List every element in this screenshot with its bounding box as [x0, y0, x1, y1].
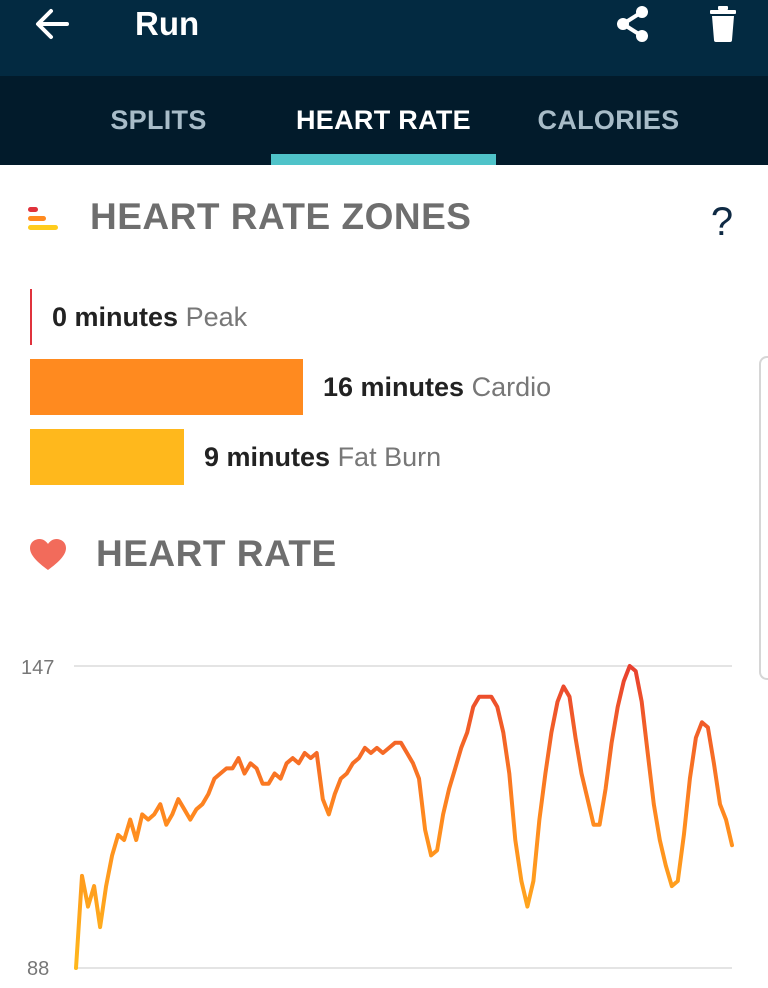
zones-title: HEART RATE ZONES — [90, 196, 472, 237]
zone-peak-amount: 0 minutes — [52, 301, 179, 332]
zone-fat-burn-label: Fat Burn — [337, 441, 442, 472]
zone-peak-label: Peak — [185, 301, 248, 332]
y-tick-label-min: 88 — [27, 958, 49, 980]
active-tab-indicator — [271, 154, 496, 165]
zone-cardio: 16 minutes Cardio — [30, 359, 551, 415]
back-button[interactable] — [30, 4, 74, 44]
tab-calories[interactable]: CALORIES — [537, 105, 680, 135]
heart-icon — [30, 539, 66, 570]
zone-fat-burn-text: 9 minutes Fat Burn — [204, 442, 441, 473]
heart-rate-title: HEART RATE — [96, 533, 337, 574]
trash-icon — [710, 6, 736, 42]
app-bar: Run — [0, 0, 768, 76]
y-tick-label-max: 147 — [21, 657, 54, 679]
zone-fat-burn-amount: 9 minutes — [204, 441, 331, 472]
share-icon — [617, 6, 648, 42]
tab-heart-rate[interactable]: HEART RATE — [296, 105, 471, 135]
heart-rate-series-line — [74, 664, 734, 970]
zone-cardio-bar — [30, 359, 303, 415]
zone-cardio-label: Cardio — [471, 371, 552, 402]
zone-peak-bar — [30, 289, 32, 345]
zone-fat-burn-bar — [30, 429, 184, 485]
zone-cardio-amount: 16 minutes — [323, 371, 465, 402]
scroll-handle[interactable] — [759, 356, 768, 680]
zone-fat-burn: 9 minutes Fat Burn — [30, 429, 441, 485]
zone-cardio-text: 16 minutes Cardio — [323, 372, 551, 403]
arrow-left-icon — [36, 9, 69, 39]
help-button[interactable]: ? — [710, 200, 734, 244]
delete-button[interactable] — [700, 2, 746, 46]
tab-splits[interactable]: SPLITS — [110, 105, 207, 135]
zone-peak: 0 minutes Peak — [30, 289, 247, 345]
page-title: Run — [135, 5, 200, 42]
tab-bar: SPLITS HEART RATE CALORIES — [0, 76, 768, 165]
share-button[interactable] — [610, 2, 656, 46]
zone-peak-text: 0 minutes Peak — [52, 302, 247, 333]
heart-rate-chart: 147 88 — [21, 657, 734, 980]
zones-icon — [28, 207, 58, 230]
